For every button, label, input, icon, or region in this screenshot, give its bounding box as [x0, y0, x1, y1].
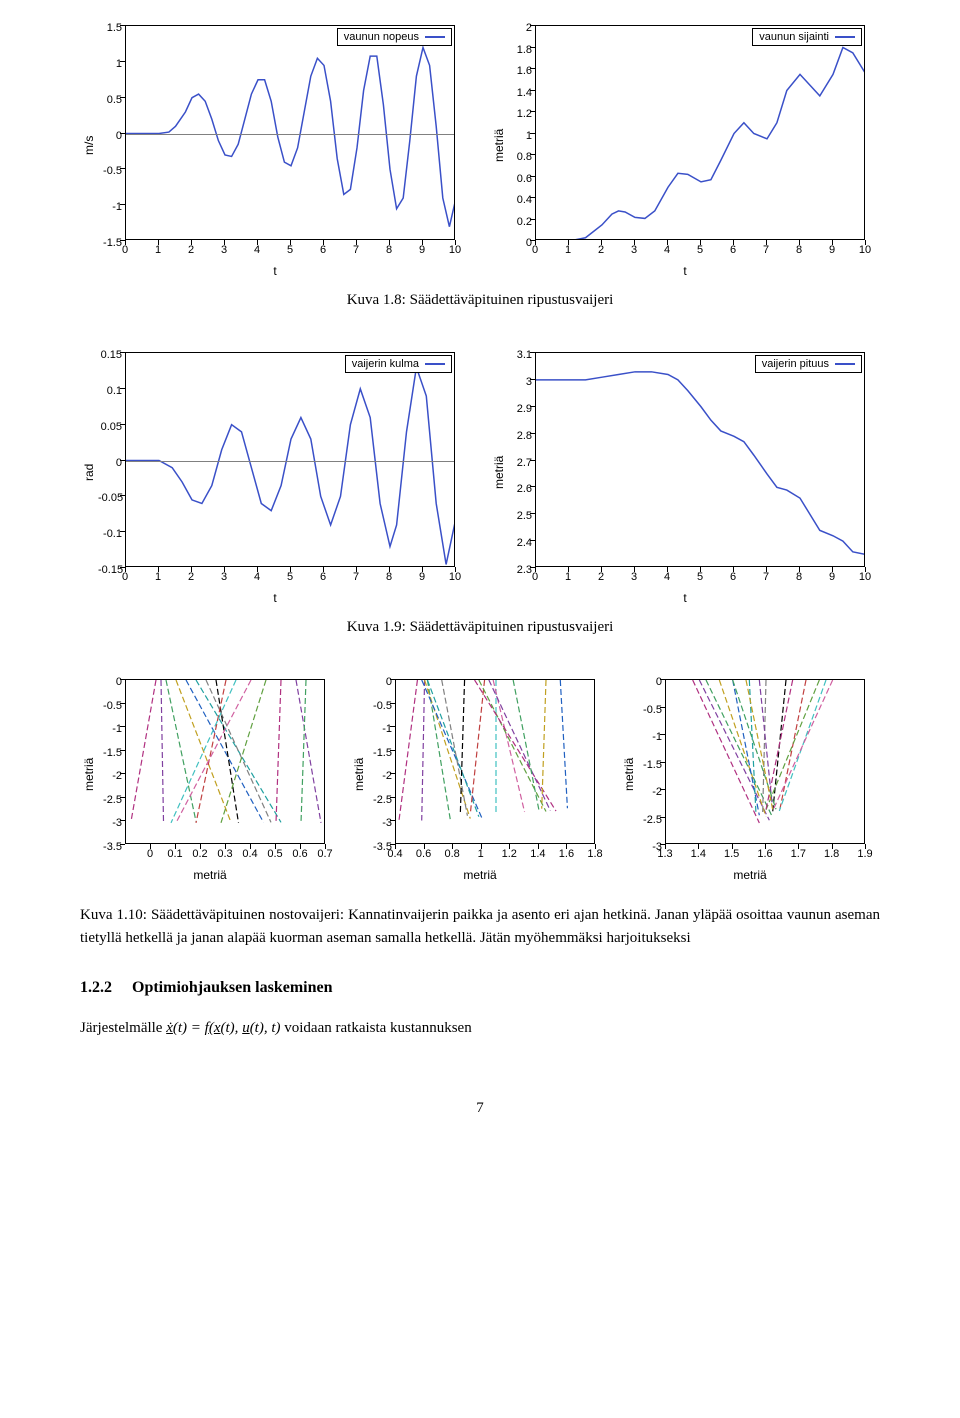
- caption-fig-1-8: Kuva 1.8: Säädettäväpituinen ripustusvai…: [80, 292, 880, 309]
- chart-row-1: vaunun nopeustm/s012345678910-1.5-1-0.50…: [80, 10, 880, 280]
- triple-chart-3: metriämetriä1.31.41.51.61.71.81.9-3-2.5-…: [620, 664, 880, 884]
- section-heading: 1.2.2 Optimiohjauksen laskeminen: [80, 979, 880, 997]
- caption-fig-1-9: Kuva 1.9: Säädettäväpituinen ripustusvai…: [80, 619, 880, 636]
- equation-intro-text: Järjestelmälle ẋ(t) = f(x(t), u(t), t) v…: [80, 1017, 880, 1040]
- position-chart: vaunun sijaintitmetriä01234567891000.20.…: [490, 10, 880, 280]
- length-chart: vaijerin pituustmetriä0123456789102.32.4…: [490, 337, 880, 607]
- fig-1-10-caption-paragraph: Kuva 1.10: Säädettäväpituinen nostovaije…: [80, 904, 880, 949]
- triple-chart-1: metriämetriä00.10.20.30.40.50.60.7-3.5-3…: [80, 664, 340, 884]
- section-title: Optimiohjauksen laskeminen: [132, 979, 332, 996]
- velocity-chart: vaunun nopeustm/s012345678910-1.5-1-0.50…: [80, 10, 470, 280]
- angle-chart: vaijerin kulmatrad012345678910-0.15-0.1-…: [80, 337, 470, 607]
- triple-chart-2: metriämetriä0.40.60.811.21.41.61.8-3.5-3…: [350, 664, 610, 884]
- page-number: 7: [80, 1100, 880, 1117]
- chart-row-3: metriämetriä00.10.20.30.40.50.60.7-3.5-3…: [80, 664, 880, 884]
- section-number: 1.2.2: [80, 979, 112, 996]
- equation: ẋ(t) = f(x(t), u(t), t): [166, 1020, 284, 1036]
- chart-row-2: vaijerin kulmatrad012345678910-0.15-0.1-…: [80, 337, 880, 607]
